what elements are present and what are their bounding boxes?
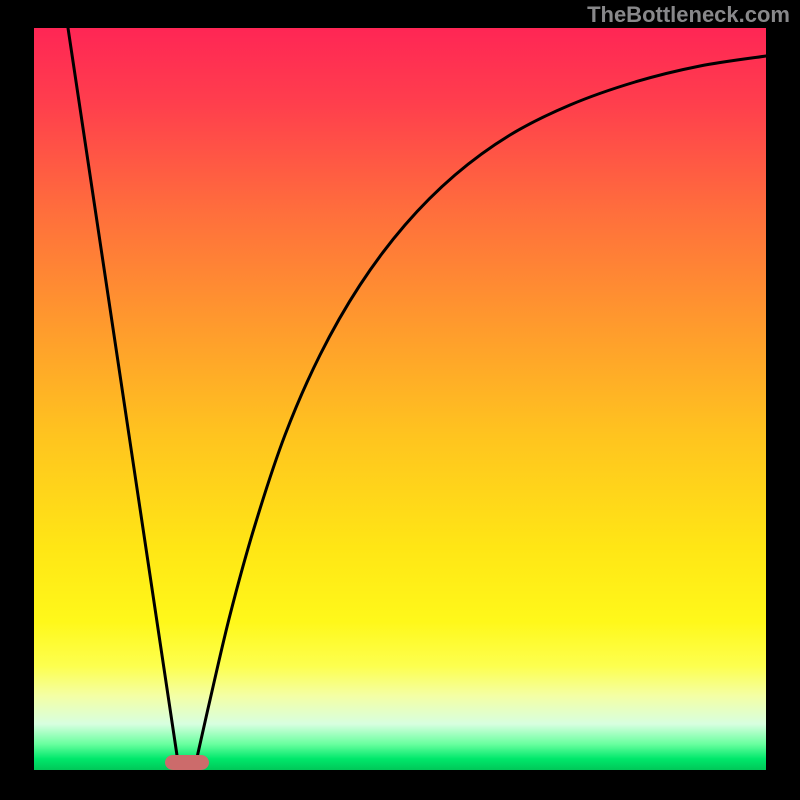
chart-svg <box>0 0 800 800</box>
watermark-text: TheBottleneck.com <box>587 2 790 28</box>
chart-container: { "watermark": { "text": "TheBottleneck.… <box>0 0 800 800</box>
